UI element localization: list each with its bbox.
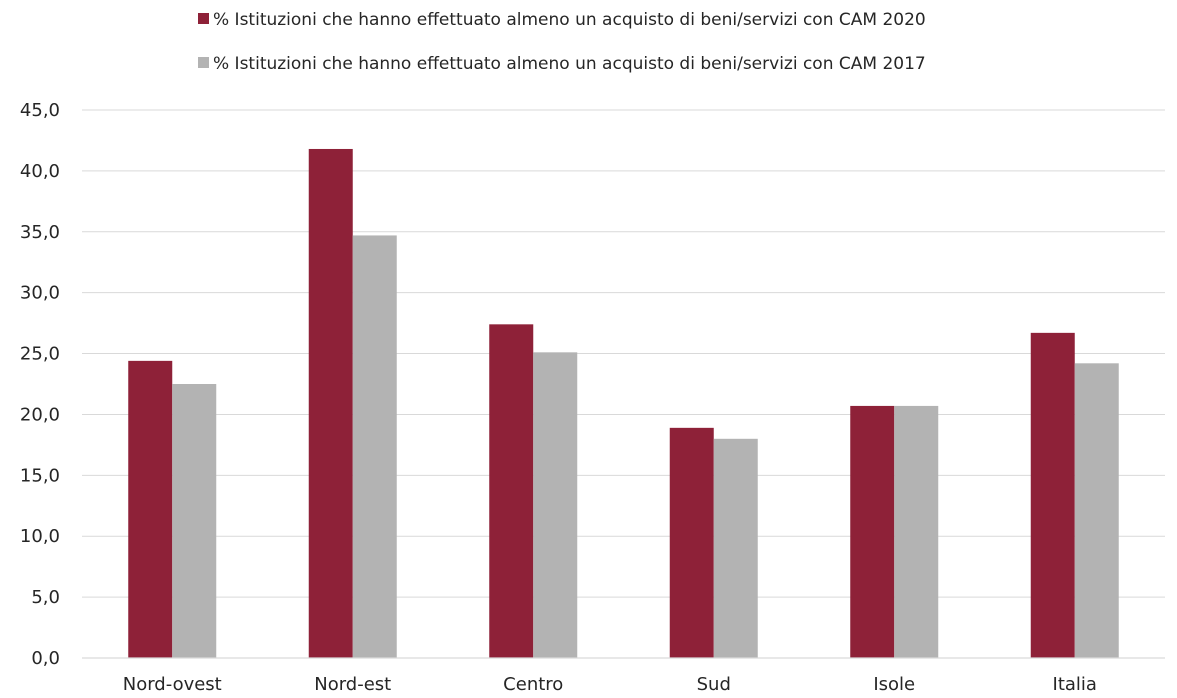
x-tick-label: Isole: [873, 674, 915, 695]
gridlines: [82, 109, 1165, 598]
y-tick-label: 45,0: [20, 100, 60, 121]
bar-nord-ovest-2017: [172, 384, 217, 658]
x-tick-label: Sud: [697, 674, 731, 695]
bar-nord-est-2017: [352, 235, 397, 659]
bar-sud-2020: [669, 427, 714, 658]
legend-item-2017: % Istituzioni che hanno effettuato almen…: [198, 54, 926, 74]
y-tick-label: 15,0: [20, 465, 60, 486]
x-tick-label: Italia: [1053, 674, 1097, 695]
y-tick-label: 40,0: [20, 161, 60, 182]
bar-sud-2017: [713, 438, 758, 658]
y-axis: 0,0 5,0 10,0 15,0 20,0 25,0 30,0 35,0 40,0 45,0: [20, 100, 60, 669]
bar-italia-2020: [1030, 332, 1075, 658]
x-axis: Nord-ovest Nord-est Centro Sud Isole Italia: [123, 674, 1097, 695]
bar-isole-2017: [894, 405, 939, 658]
bars: [128, 148, 1119, 659]
legend-swatch-2020: [198, 13, 209, 24]
legend-swatch-2017: [198, 57, 209, 68]
x-tick-label: Nord-est: [314, 674, 391, 695]
y-tick-label: 30,0: [20, 283, 60, 304]
y-tick-label: 10,0: [20, 526, 60, 547]
bar-centro-2020: [489, 324, 534, 658]
y-tick-label: 35,0: [20, 222, 60, 243]
y-tick-label: 20,0: [20, 404, 60, 425]
x-tick-label: Nord-ovest: [123, 674, 222, 695]
y-tick-label: 25,0: [20, 344, 60, 365]
legend-label-2020: % Istituzioni che hanno effettuato almen…: [213, 10, 926, 30]
bar-centro-2017: [533, 352, 578, 658]
bar-isole-2020: [850, 405, 895, 658]
legend: % Istituzioni che hanno effettuato almen…: [198, 10, 926, 74]
y-tick-label: 5,0: [31, 587, 60, 608]
bar-nord-est-2020: [308, 148, 353, 659]
bar-nord-ovest-2020: [128, 360, 173, 658]
legend-item-2020: % Istituzioni che hanno effettuato almen…: [198, 10, 926, 30]
bar-italia-2017: [1074, 363, 1119, 658]
y-tick-label: 0,0: [31, 648, 60, 669]
legend-label-2017: % Istituzioni che hanno effettuato almen…: [213, 54, 926, 74]
x-tick-label: Centro: [503, 674, 563, 695]
